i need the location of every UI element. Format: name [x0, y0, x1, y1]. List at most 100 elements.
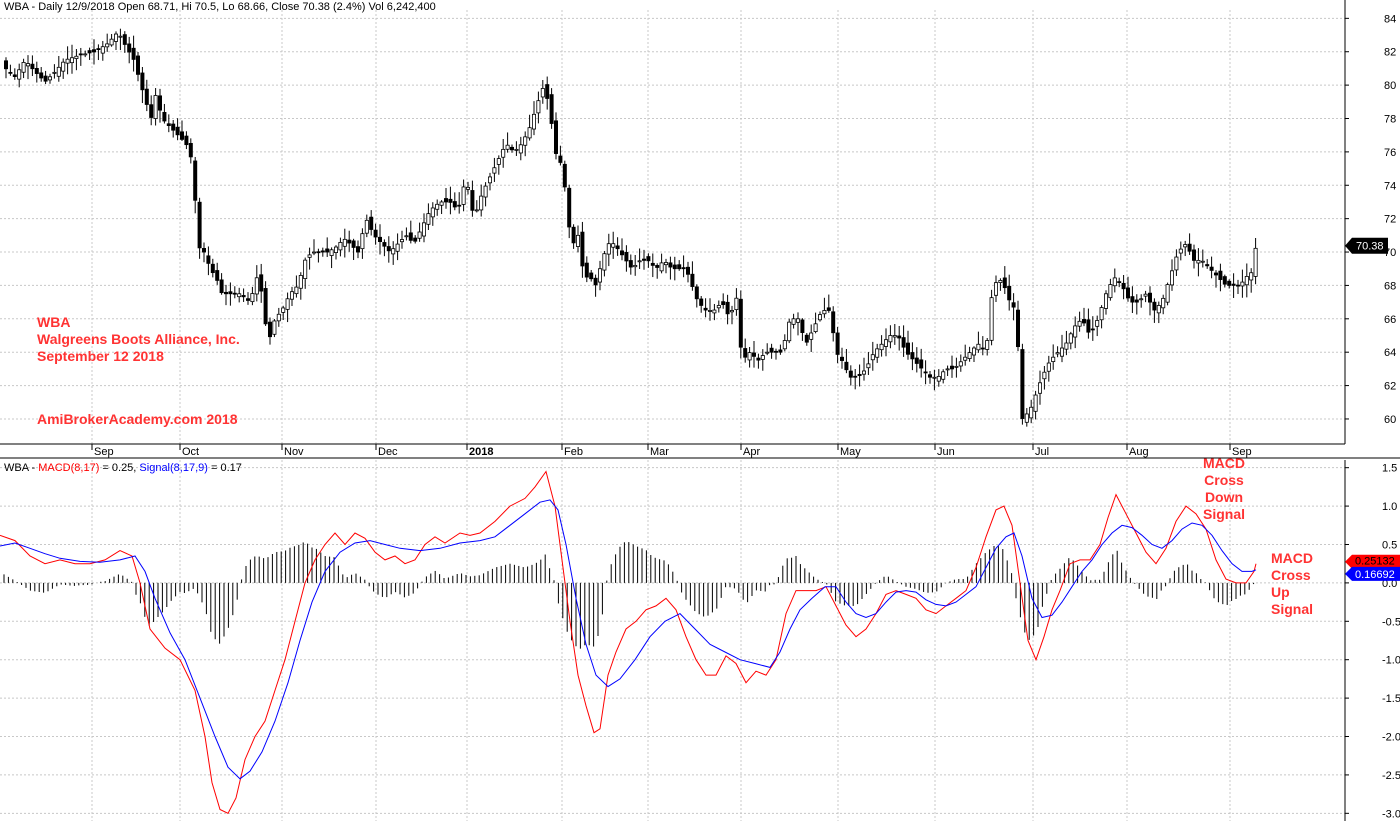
candle-body — [250, 293, 255, 303]
candle-body — [237, 293, 242, 298]
candle-body — [606, 243, 611, 255]
candle-body — [1020, 349, 1025, 419]
candle-body — [219, 279, 224, 294]
candle-body — [298, 275, 303, 289]
candle-body — [364, 219, 369, 234]
candle-body — [756, 357, 761, 361]
candle-body — [417, 231, 422, 239]
candle-body — [545, 84, 550, 99]
candle-body — [1073, 325, 1078, 338]
candle-body — [267, 321, 272, 338]
candle-body — [950, 365, 955, 370]
macd-tick-label: -3.0 — [1382, 808, 1400, 820]
candle-body — [118, 35, 123, 38]
candle-body — [1200, 260, 1205, 263]
candle-body — [642, 258, 647, 261]
candle-body — [259, 274, 264, 292]
candle-body — [1095, 320, 1100, 327]
grid-lines — [0, 10, 1345, 821]
candle-body — [831, 311, 836, 334]
candle-body — [747, 352, 752, 361]
candle-body — [83, 53, 88, 56]
candle-body — [487, 176, 492, 184]
candle-body — [668, 262, 673, 268]
last-price-label: 70.38 — [1356, 241, 1384, 253]
candle-body — [1112, 277, 1117, 287]
candle-body — [1156, 305, 1161, 314]
candle-body — [329, 249, 334, 256]
candle-body — [769, 347, 774, 353]
price-tick-label: 84 — [1384, 13, 1396, 25]
candle-body — [399, 239, 404, 243]
macd-header-prefix: WBA - — [4, 462, 39, 474]
candle-body — [360, 233, 365, 250]
candle-body — [853, 375, 858, 378]
candle-body — [677, 264, 682, 270]
candle-body — [303, 259, 308, 279]
candle-body — [598, 268, 603, 283]
candle-body — [1086, 319, 1091, 333]
candle-body — [919, 359, 924, 369]
price-tick-label: 64 — [1384, 347, 1396, 359]
candle-body — [461, 186, 466, 205]
candle-body — [967, 352, 972, 359]
candle-body — [1253, 247, 1258, 277]
candle-body — [342, 238, 347, 247]
candle-body — [474, 209, 479, 212]
candle-body — [1161, 297, 1166, 309]
candle-body — [263, 288, 268, 325]
cross-down-line-2: Cross — [1204, 472, 1244, 488]
candle-body — [294, 286, 299, 295]
candle-body — [1183, 244, 1188, 248]
price-tick-label: 76 — [1384, 147, 1396, 159]
candle-body — [56, 66, 61, 77]
candle-body — [404, 235, 409, 238]
cross-down-line-3: Down — [1204, 489, 1244, 505]
candle-body — [730, 310, 735, 313]
macd-header-value: = 0.25, — [99, 462, 140, 474]
last-price-marker — [1345, 237, 1388, 254]
site-annotation: AmiBrokerAcademy.com 2018 — [37, 411, 238, 427]
candle-body — [646, 256, 651, 262]
candle-body — [1033, 394, 1038, 412]
candle-body — [985, 340, 990, 350]
candle-body — [245, 298, 250, 301]
candle-body — [426, 213, 431, 225]
candle-body — [989, 297, 994, 341]
price-tick-label: 78 — [1384, 114, 1396, 126]
candle-body — [215, 270, 220, 281]
candle-body — [888, 335, 893, 343]
candle-body — [576, 234, 581, 247]
candle-body — [1077, 320, 1082, 327]
candle-body — [558, 155, 563, 163]
candle-body — [12, 74, 17, 77]
candle-body — [941, 371, 946, 380]
candle-body — [800, 319, 805, 333]
candle-body — [254, 277, 259, 295]
candle-body — [289, 291, 294, 300]
candle-body — [804, 334, 809, 343]
candle-body — [1099, 307, 1104, 321]
candle-body — [923, 371, 928, 374]
candle-body — [734, 297, 739, 311]
candle-body — [65, 58, 70, 64]
candle-body — [532, 113, 537, 130]
month-label: Oct — [182, 446, 199, 458]
candle-body — [972, 347, 977, 356]
price-tick-label: 62 — [1384, 381, 1396, 393]
candle-body — [1064, 342, 1069, 350]
candle-body — [193, 160, 198, 201]
candle-body — [818, 314, 823, 321]
candle-body — [699, 298, 704, 306]
macd-line — [0, 470, 1257, 814]
candle-body — [1024, 413, 1029, 423]
candle-body — [395, 243, 400, 252]
macd-header: WBA - MACD(8,17) = 0.25, Signal(8,17,9) … — [4, 462, 242, 474]
candle-body — [945, 368, 950, 371]
candle-body — [492, 167, 497, 174]
candle-body — [712, 309, 717, 314]
candle-body — [1174, 256, 1179, 271]
candle-body — [752, 352, 757, 357]
candle-body — [593, 277, 598, 286]
candle-body — [848, 370, 853, 378]
